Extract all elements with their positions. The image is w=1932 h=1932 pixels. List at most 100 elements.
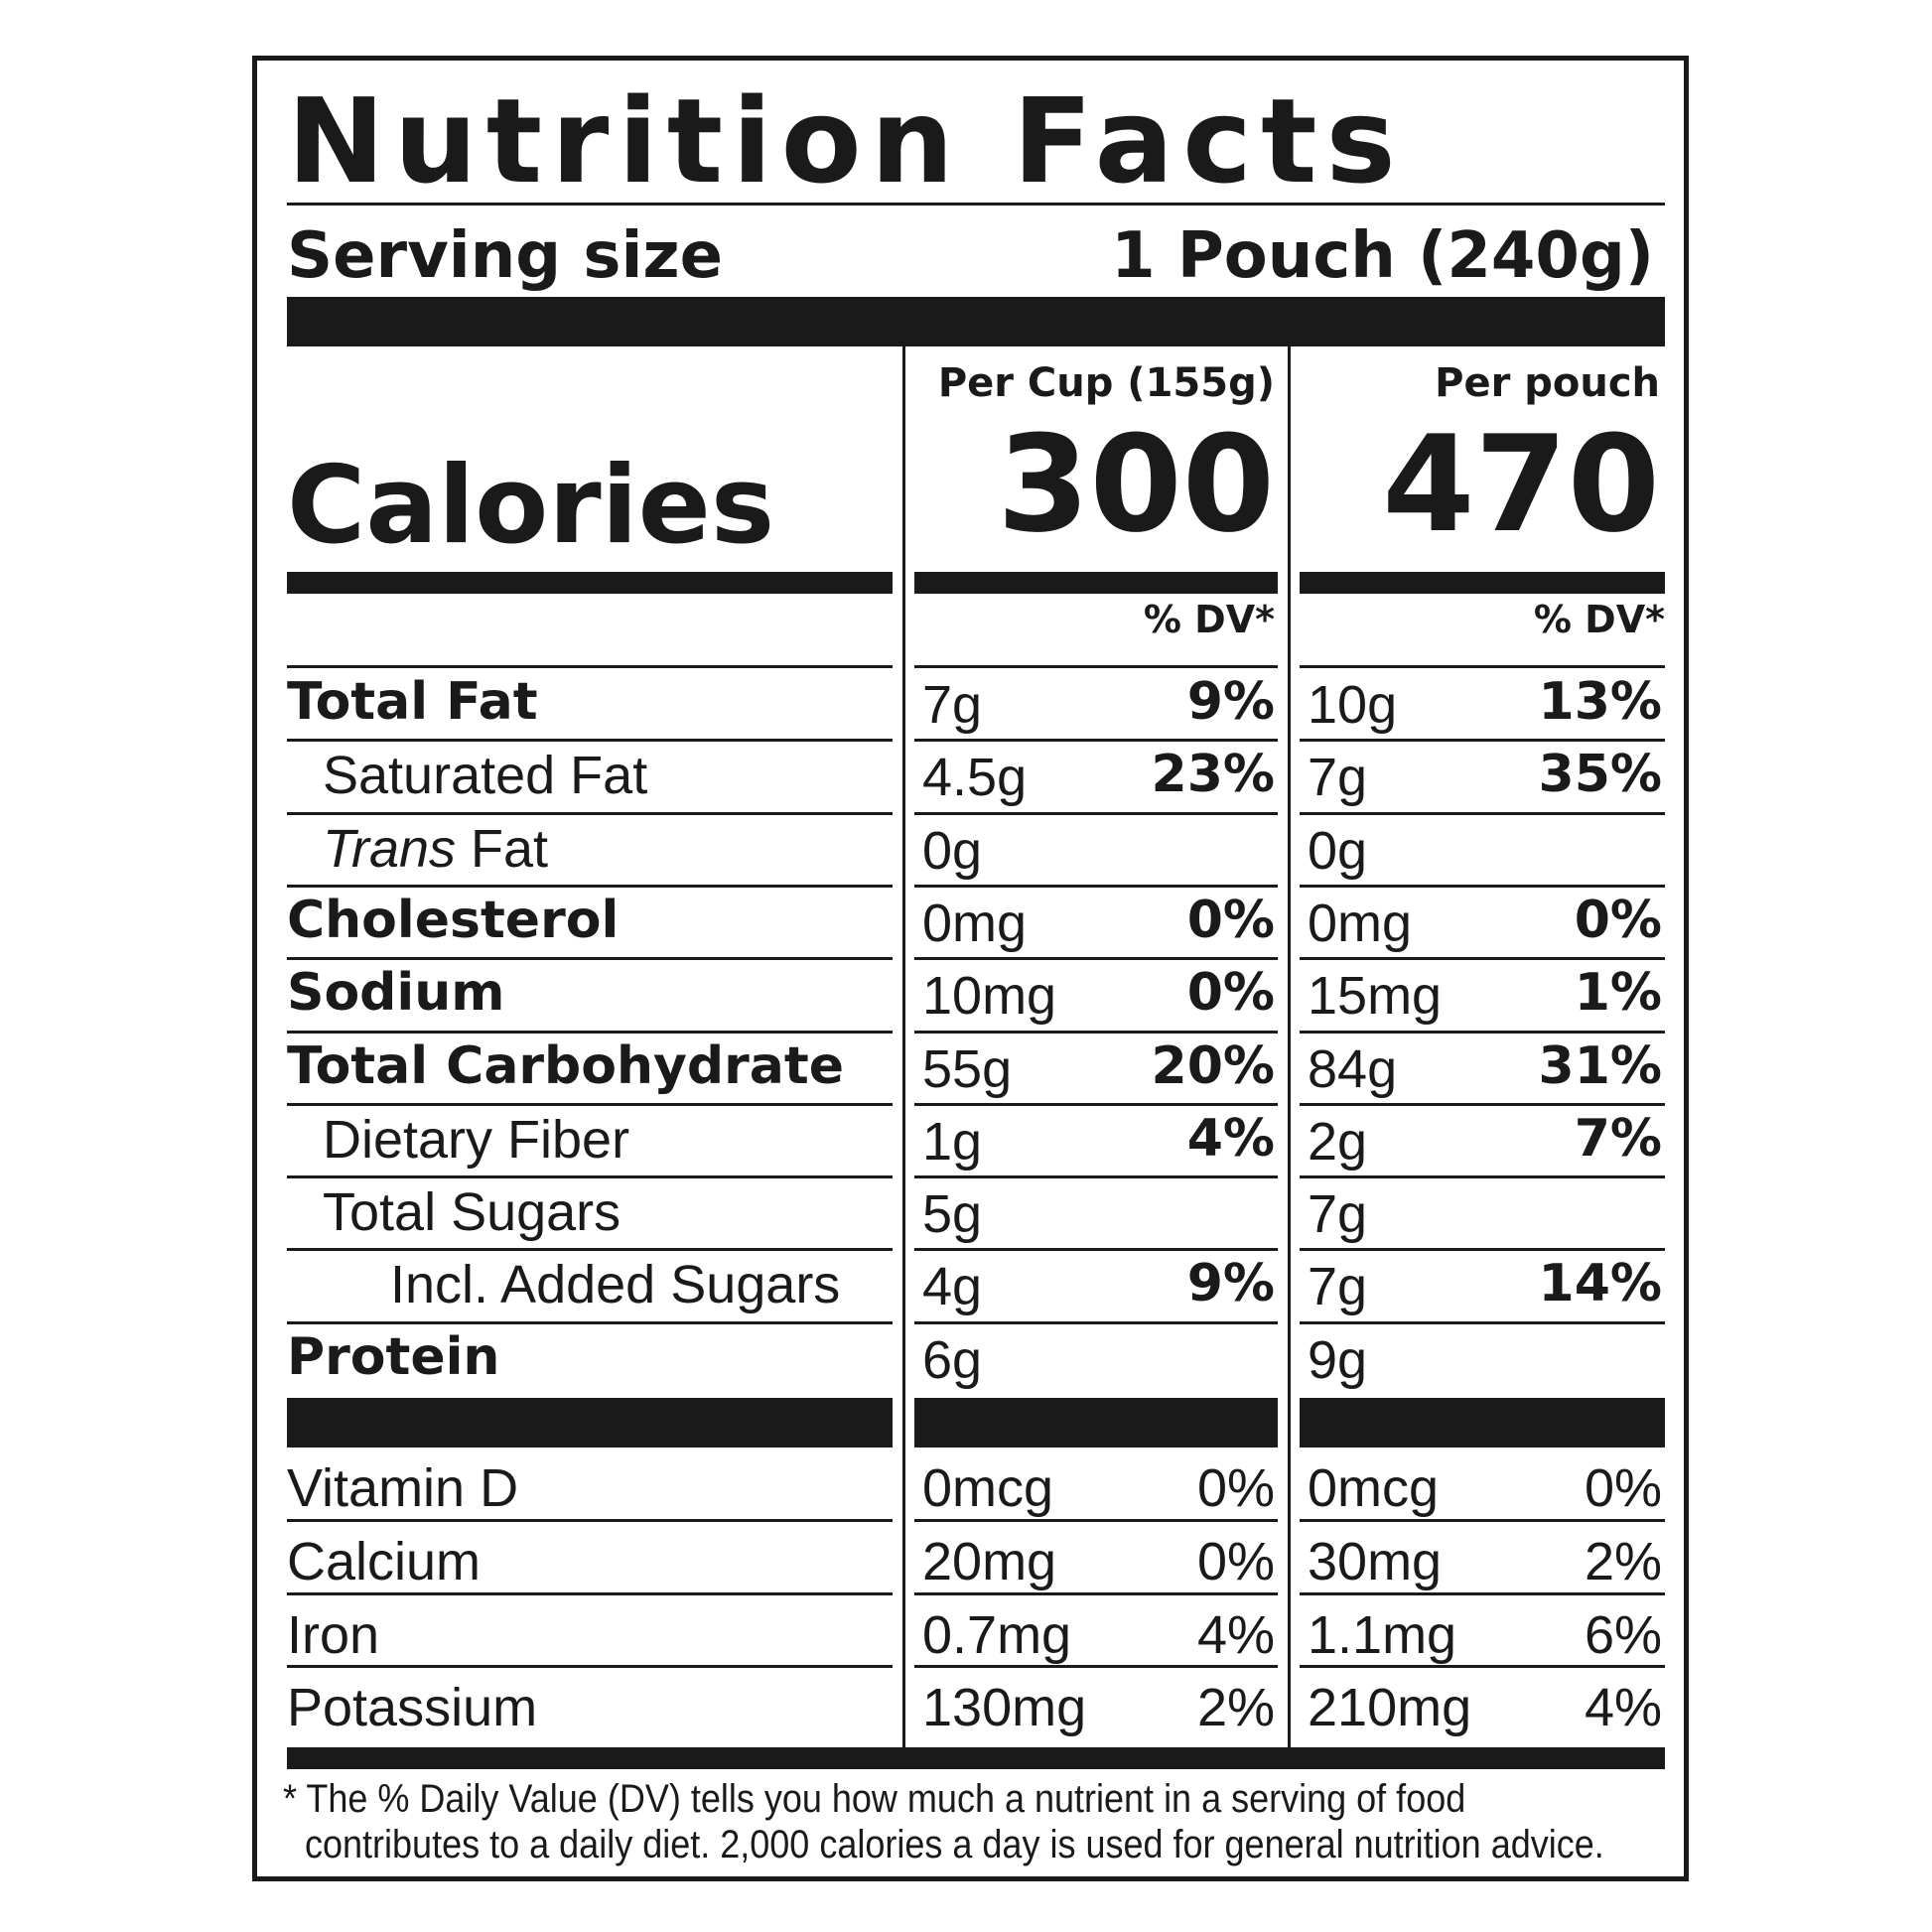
nutrient-amount-pouch: 10g — [1308, 675, 1398, 735]
nutrient-dv-pouch: 7% — [1574, 1108, 1662, 1169]
vitamin-divider-left — [287, 1591, 893, 1595]
row-divider-left — [287, 739, 893, 743]
nutrient-amount-pouch: 2g — [1308, 1111, 1368, 1172]
footnote-line-1: * The % Daily Value (DV) tells you how m… — [283, 1777, 1466, 1821]
vitamin-name: Iron — [287, 1604, 380, 1665]
row-divider-mid — [914, 1102, 1278, 1106]
vitamin-divider-mid — [914, 1518, 1278, 1522]
dv-header-divider — [287, 665, 893, 668]
nutrient-amount-pouch: 7g — [1308, 748, 1368, 808]
nutrition-facts-label: Nutrition Facts Serving size 1 Pouch (24… — [252, 56, 1689, 1881]
thick-bar-vitamins-left — [287, 1398, 893, 1448]
vitamin-name: Vitamin D — [287, 1458, 519, 1518]
nutrient-amount-cup: 4g — [922, 1257, 983, 1317]
row-divider-left — [287, 1030, 893, 1034]
nutrient-dv-pouch: 0% — [1574, 890, 1662, 950]
footnote-line-2: contributes to a daily diet. 2,000 calor… — [305, 1823, 1604, 1866]
dv-header-pouch: % DV* — [1533, 598, 1665, 641]
nutrient-amount-cup: 6g — [922, 1329, 983, 1390]
row-divider-right — [1300, 884, 1665, 888]
vitamin-name: Calcium — [287, 1531, 482, 1591]
nutrient-dv-cup: 20% — [1151, 1035, 1275, 1096]
vitamin-amount-cup: 130mg — [922, 1678, 1087, 1738]
nutrient-dv-cup: 9% — [1186, 672, 1275, 732]
calories-label: Calories — [287, 444, 775, 568]
thick-bar-bottom — [287, 1747, 1665, 1769]
thick-bar-top — [287, 297, 1665, 346]
nutrient-amount-cup: 55g — [922, 1038, 1013, 1099]
row-divider-right — [1300, 1030, 1665, 1034]
vitamin-amount-pouch: 1.1mg — [1308, 1604, 1457, 1665]
vitamin-divider-right — [1300, 1518, 1665, 1522]
row-divider-left — [287, 1248, 893, 1252]
nutrient-dv-cup: 0% — [1186, 963, 1275, 1024]
serving-size-value: 1 Pouch (240g) — [1111, 219, 1654, 293]
vitamin-amount-cup: 0mcg — [922, 1458, 1054, 1518]
row-divider-left — [287, 1175, 893, 1179]
nutrient-dv-cup: 0% — [1186, 890, 1275, 950]
nutrient-amount-pouch: 7g — [1308, 1184, 1368, 1245]
vitamin-dv-cup: 0% — [1196, 1531, 1275, 1591]
vitamin-divider-mid — [914, 1665, 1278, 1669]
vitamin-amount-pouch: 30mg — [1308, 1531, 1443, 1591]
nutrient-dv-pouch: 31% — [1538, 1035, 1662, 1096]
vitamin-dv-pouch: 4% — [1584, 1678, 1662, 1738]
row-divider-left — [287, 1320, 893, 1324]
row-divider-left — [287, 1102, 893, 1106]
row-divider-mid — [914, 1320, 1278, 1324]
vitamin-dv-cup: 0% — [1196, 1458, 1275, 1518]
row-divider-right — [1300, 739, 1665, 743]
vitamin-divider-right — [1300, 1665, 1665, 1669]
nutrient-amount-pouch: 0g — [1308, 820, 1368, 881]
row-divider-mid — [914, 811, 1278, 815]
nutrient-amount-pouch: 15mg — [1308, 966, 1443, 1027]
row-divider-mid — [914, 1175, 1278, 1179]
calories-bar-mid — [914, 572, 1278, 594]
row-divider-mid — [914, 957, 1278, 961]
nutrient-amount-cup: 0mg — [922, 893, 1028, 953]
vitamin-amount-cup: 20mg — [922, 1531, 1057, 1591]
vitamin-name: Potassium — [287, 1678, 538, 1738]
nutrient-name: Incl. Added Sugars — [390, 1255, 841, 1315]
nutrient-name-italic: Trans — [323, 818, 457, 879]
vitamin-dv-cup: 4% — [1196, 1604, 1275, 1665]
per-cup-header: Per Cup (155g) — [937, 360, 1275, 406]
dv-header-divider — [914, 665, 1278, 668]
vitamin-amount-pouch: 0mcg — [1308, 1458, 1440, 1518]
nutrient-amount-cup: 4.5g — [922, 748, 1028, 808]
nutrient-name: Protein — [287, 1326, 500, 1387]
row-divider-right — [1300, 1320, 1665, 1324]
serving-size-label: Serving size — [287, 219, 724, 293]
nutrient-name: Total Carbohydrate — [287, 1035, 845, 1096]
nutrient-name: Cholesterol — [287, 890, 620, 950]
nutrient-amount-cup: 1g — [922, 1111, 983, 1172]
nutrient-name: Trans Fat — [323, 818, 549, 879]
nutrient-amount-cup: 0g — [922, 820, 983, 881]
nutrient-name: Total Fat — [287, 672, 538, 732]
calories-bar-left — [287, 572, 893, 594]
row-divider-mid — [914, 1030, 1278, 1034]
nutrient-amount-pouch: 9g — [1308, 1329, 1368, 1390]
vitamin-dv-pouch: 0% — [1584, 1458, 1662, 1518]
row-divider-left — [287, 811, 893, 815]
column-divider-1 — [902, 346, 905, 1747]
calories-per-pouch: 470 — [1382, 407, 1660, 562]
row-divider-right — [1300, 811, 1665, 815]
row-divider-right — [1300, 1102, 1665, 1106]
nutrient-name: Dietary Fiber — [323, 1109, 630, 1170]
calories-per-cup: 300 — [997, 407, 1275, 562]
nutrient-dv-cup: 4% — [1186, 1108, 1275, 1169]
row-divider-right — [1300, 957, 1665, 961]
vitamin-amount-pouch: 210mg — [1308, 1678, 1472, 1738]
nutrient-amount-cup: 10mg — [922, 966, 1057, 1027]
row-divider-mid — [914, 884, 1278, 888]
dv-header-cup: % DV* — [1143, 598, 1275, 641]
row-divider-right — [1300, 1248, 1665, 1252]
nutrient-amount-cup: 7g — [922, 675, 983, 735]
nutrient-dv-cup: 9% — [1186, 1254, 1275, 1314]
nutrient-dv-pouch: 13% — [1538, 672, 1662, 732]
nutrient-dv-pouch: 14% — [1538, 1254, 1662, 1314]
nutrient-name: Sodium — [287, 963, 505, 1024]
nutrient-name: Saturated Fat — [323, 746, 648, 806]
nutrient-dv-pouch: 1% — [1574, 963, 1662, 1024]
